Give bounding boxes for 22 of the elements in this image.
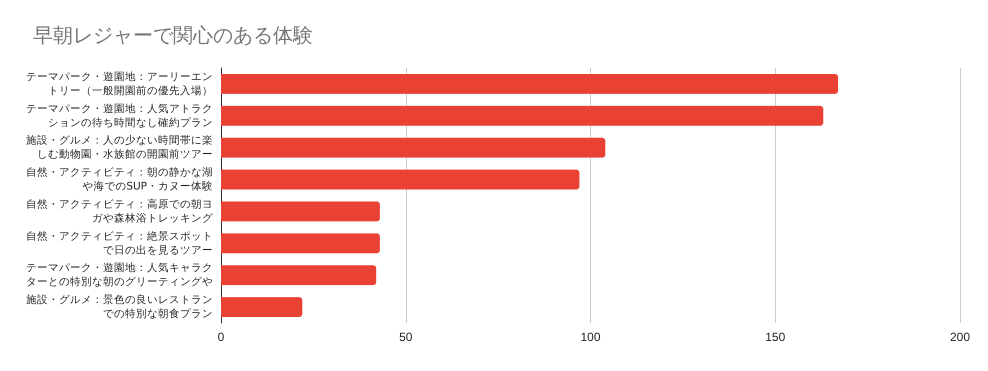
x-tick-label: 150 (765, 330, 786, 344)
y-tick-label: 自然・アクティビティ：高原での朝ヨガや森林浴トレッキング (26, 197, 214, 224)
y-tick-label: テーマパーク・遊園地：アーリーエントリー（一般開園前の優先入場） (26, 70, 213, 97)
x-tick-label: 0 (218, 330, 225, 344)
x-tick-label: 50 (399, 330, 413, 344)
chart-title: 早朝レジャーで関心のある体験 (33, 23, 313, 47)
bar (221, 202, 380, 222)
y-tick-label: 自然・アクティビティ：絶景スポットで日の出を見るツアー (26, 230, 213, 256)
bar (221, 170, 580, 190)
y-tick-label: 施設・グルメ：人の少ない時間帯に楽しむ動物園・水族館の開園前ツアー (26, 134, 213, 161)
bar (221, 265, 376, 286)
x-tick-label: 100 (580, 330, 601, 344)
y-tick-label: テーマパーク・遊園地：人気キャラクターとの特別な朝のグリーティングや (26, 261, 213, 288)
bar (221, 138, 606, 158)
bar (221, 233, 380, 254)
x-tick-label: 200 (950, 330, 970, 344)
y-tick-label: 施設・グルメ：景色の良いレストランでの特別な朝食プラン (26, 293, 213, 320)
bar (221, 74, 838, 94)
bar (221, 106, 824, 126)
bar (221, 297, 302, 317)
y-tick-label: テーマパーク・遊園地：人気アトラクションの待ち時間なし確約プラン (26, 102, 213, 129)
y-tick-label: 自然・アクティビティ：朝の静かな湖や海でのSUP・カヌー体験 (26, 166, 213, 193)
